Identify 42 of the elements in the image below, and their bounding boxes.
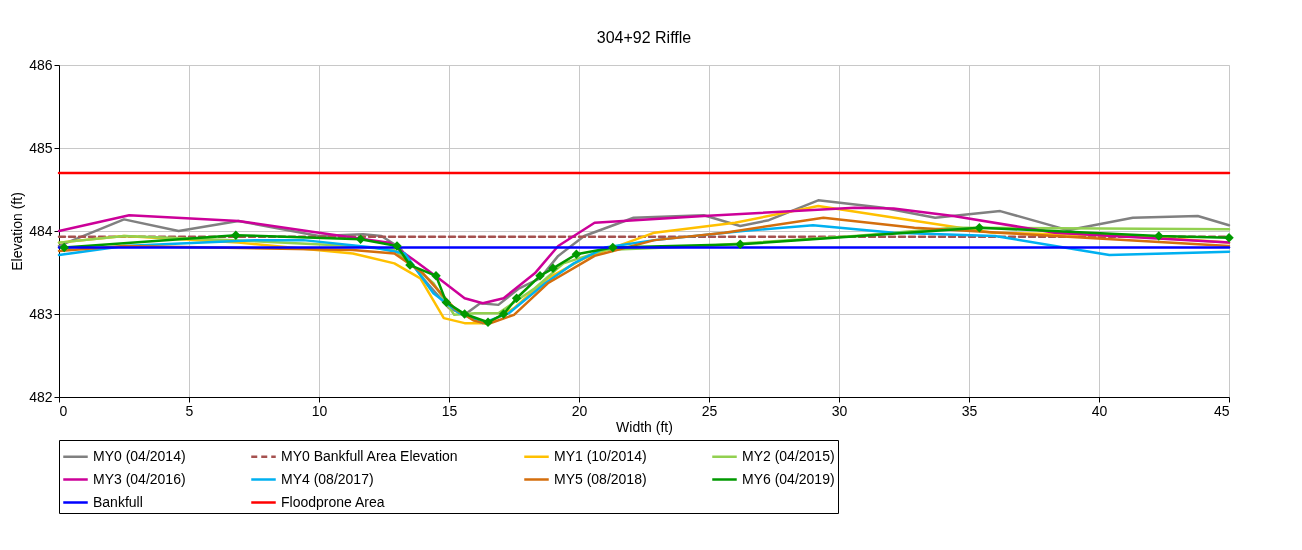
point — [498, 309, 509, 319]
y-tick-label: 483 — [29, 305, 53, 322]
legend-label: MY0 (04/2014) — [93, 447, 186, 464]
legend-label: MY4 (08/2017) — [281, 470, 374, 487]
y-tick-label: 484 — [29, 222, 53, 239]
legend-label: Bankfull — [93, 493, 143, 510]
legend-label: MY0 Bankfull Area Elevation — [281, 447, 458, 464]
point — [459, 309, 470, 319]
point — [608, 242, 618, 253]
point — [1224, 232, 1234, 243]
x-tick-label: 35 — [961, 402, 978, 419]
point — [59, 242, 69, 253]
legend-label: MY3 (04/2016) — [93, 470, 186, 487]
x-tick-label: 30 — [831, 402, 848, 419]
chart-title: 304+92 Riffle — [596, 29, 692, 46]
y-tick-label: 486 — [29, 56, 53, 73]
point — [974, 222, 985, 233]
x-tick-label: 25 — [701, 402, 718, 419]
point — [483, 317, 493, 328]
y-tick-label: 485 — [29, 139, 53, 156]
point — [231, 230, 241, 240]
y-axis-title: Elevation (ft) — [9, 192, 26, 271]
point — [355, 234, 366, 245]
x-tick-label: 15 — [441, 402, 458, 419]
legend-label: MY6 (04/2019) — [742, 470, 835, 487]
x-tick-label: 40 — [1091, 402, 1108, 419]
y-tick-label: 482 — [29, 388, 53, 405]
legend-label: MY2 (04/2015) — [742, 447, 835, 464]
point — [735, 239, 745, 250]
x-tick-label: 0 — [59, 402, 68, 419]
point — [548, 263, 558, 274]
x-axis-title: Width (ft) — [616, 418, 673, 435]
x-tick-label: 20 — [571, 402, 588, 419]
legend-label: MY5 (08/2018) — [554, 470, 647, 487]
x-tick-label: 45 — [1213, 402, 1230, 419]
x-tick-label: 5 — [185, 402, 194, 419]
point — [441, 297, 452, 308]
x-tick-label: 10 — [311, 402, 328, 419]
legend-label: Floodprone Area — [281, 493, 385, 510]
legend-label: MY1 (10/2014) — [554, 447, 647, 464]
point — [571, 249, 582, 259]
point — [511, 293, 522, 303]
